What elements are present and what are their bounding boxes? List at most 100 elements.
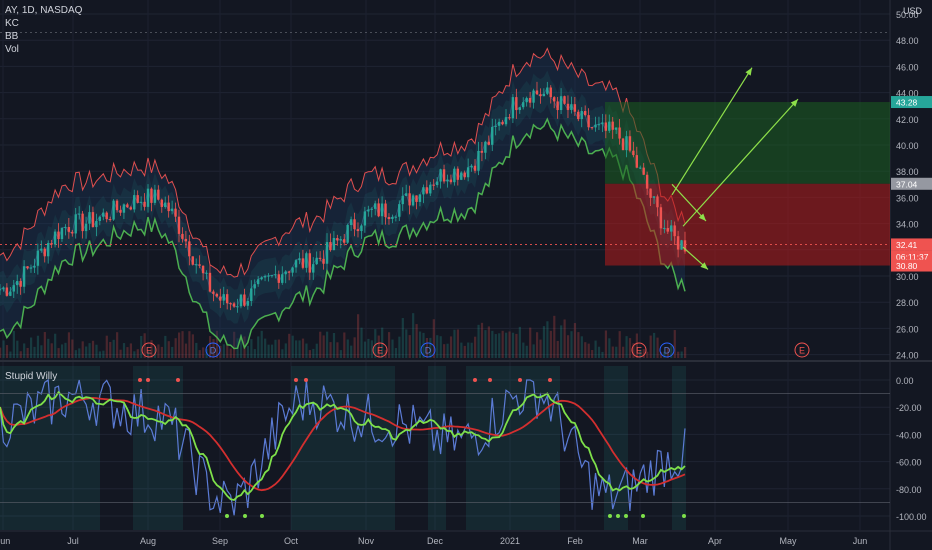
volume-bar	[219, 345, 222, 358]
volume-bar	[291, 335, 294, 358]
dividend-marker	[659, 342, 675, 358]
price-tick-label: 42.00	[896, 115, 919, 125]
candle-body	[356, 229, 360, 232]
candle-body	[504, 117, 508, 125]
arrow-head	[790, 99, 798, 107]
volume-bar	[649, 335, 652, 358]
candle-body	[343, 239, 346, 243]
candle-body	[139, 201, 143, 203]
price-axis: 50.00 48.00 46.00 44.00 42.00 40.00 38.00 36.00…	[891, 10, 932, 361]
legend-vol[interactable]: Vol	[5, 44, 19, 55]
volume-bar	[425, 338, 429, 358]
candle-body	[456, 168, 460, 180]
candle-body	[415, 195, 418, 202]
candle-body	[57, 231, 60, 240]
candle-body	[108, 219, 112, 221]
candle-body	[470, 165, 473, 168]
volume-bar	[570, 331, 573, 358]
volume-bar	[23, 343, 26, 358]
candle-body	[294, 260, 298, 268]
candle-body	[353, 219, 356, 230]
volume-bar	[515, 333, 518, 358]
candle-body	[12, 285, 15, 292]
volume-bar	[381, 327, 384, 358]
candle-body	[153, 189, 157, 203]
price-label-text: 30.80	[896, 261, 918, 271]
candle-body	[301, 258, 305, 268]
signal-dot	[146, 378, 150, 382]
candle-body	[112, 200, 115, 220]
volume-bar	[656, 337, 659, 358]
volume-bar	[260, 330, 263, 358]
volume-bar	[133, 351, 136, 358]
candle-body	[639, 167, 642, 169]
legend-kc[interactable]: KC	[5, 18, 19, 29]
time-tick-label: Nov	[358, 536, 375, 546]
candle-body	[318, 257, 322, 259]
volume-bar	[43, 332, 46, 358]
volume-bar	[95, 344, 98, 358]
candle-body	[22, 266, 26, 287]
volume-bar	[326, 331, 329, 358]
candle-body	[329, 242, 332, 251]
event-marker-label: D	[425, 346, 432, 356]
candle-body	[587, 115, 590, 128]
candle-body	[225, 294, 229, 304]
candle-body	[435, 181, 439, 186]
candle-body	[336, 238, 339, 241]
volume-bar	[577, 332, 580, 358]
candle-body	[460, 172, 463, 180]
candle-body	[88, 212, 91, 224]
osc-tick-label: -20.00	[896, 403, 922, 413]
volume-bar	[78, 348, 81, 358]
candle-body	[374, 203, 377, 209]
candle-body	[645, 174, 649, 189]
volume-bar	[171, 346, 174, 358]
candle-body	[95, 220, 98, 228]
candle-body	[250, 288, 253, 301]
volume-bar	[57, 348, 60, 358]
volume-bar	[573, 323, 577, 358]
osc-tick-label: -40.00	[896, 430, 922, 440]
volume-bar	[563, 319, 566, 358]
volume-bar	[405, 329, 408, 358]
candle-body	[191, 256, 194, 265]
candle-body	[573, 104, 577, 112]
volume-bar	[60, 344, 64, 358]
candle-body	[566, 103, 570, 110]
candle-body	[391, 216, 394, 220]
candle-body	[0, 289, 2, 291]
volume-bar	[343, 332, 346, 358]
earnings-marker	[794, 342, 810, 358]
candle-body	[466, 167, 470, 178]
candle-body	[177, 216, 181, 234]
arrow-head	[700, 262, 708, 270]
candle-body	[243, 294, 246, 306]
volume-bar	[611, 346, 614, 358]
candle-body	[150, 188, 153, 203]
candle-body	[9, 291, 12, 296]
osc-tick-label: -60.00	[896, 458, 922, 468]
candle-body	[43, 248, 46, 257]
candle-body	[270, 275, 274, 277]
candle-body	[446, 179, 449, 182]
price-tick-label: 50.00	[896, 10, 919, 20]
volume-bar	[308, 350, 311, 358]
volume-bar	[174, 338, 177, 358]
candle-body	[298, 258, 301, 261]
candle-body	[67, 227, 71, 232]
volume-bar	[212, 339, 215, 358]
volume-bar	[618, 331, 621, 358]
volume-bar	[9, 351, 12, 358]
legend-bb[interactable]: BB	[5, 31, 19, 42]
candle-body	[525, 97, 528, 103]
oscillator-title[interactable]: Stupid Willy	[5, 371, 58, 382]
projection-arrow	[682, 98, 799, 227]
event-marker-label: E	[377, 346, 383, 356]
volume-bar	[257, 336, 260, 358]
volume-bar	[274, 339, 277, 358]
signal-dots	[138, 378, 686, 518]
symbol-label[interactable]: AY, 1D, NASDAQ	[5, 5, 83, 16]
candle-body	[377, 203, 380, 217]
